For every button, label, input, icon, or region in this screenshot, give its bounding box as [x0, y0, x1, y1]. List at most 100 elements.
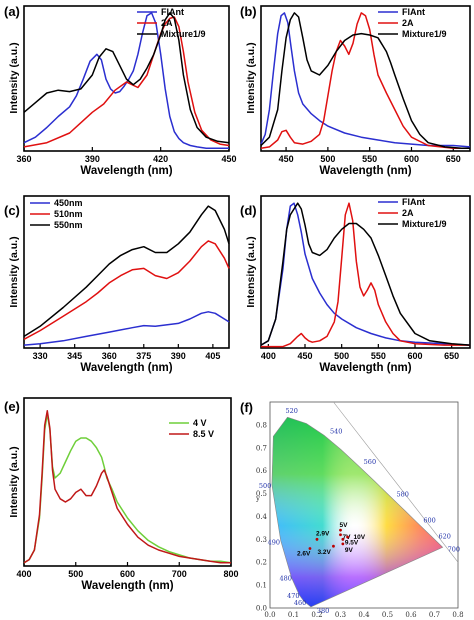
x-tick-label: 0.4 [358, 611, 370, 619]
point-label: 10V [354, 534, 366, 541]
y-axis-label: Intensity (a.u.) [245, 42, 257, 113]
plot-frame [260, 5, 471, 152]
x-tick-label: 500 [68, 569, 83, 579]
color-point [339, 528, 342, 532]
legend-entry: Mixture1/9 [402, 29, 447, 39]
panel-c: (c) 330 345 360 375 390 405 Wavelength (nm) Inte… [4, 195, 230, 374]
wavelength-label: 490 [268, 538, 280, 546]
legend-entry: 450nm [54, 198, 83, 208]
point-label: 3.2V [317, 549, 331, 556]
wavelength-label: 380 [317, 607, 329, 615]
x-tick-label: 0.2 [311, 611, 322, 619]
x-tick-label: 800 [223, 569, 238, 579]
series-line-mixture1-9 [260, 202, 471, 346]
panel-f: (f) 0.0 0.1 0.2 0.3 0.4 0.5 0.6 0.7 0.8 0.0 0.1 0.2 0… [240, 400, 464, 620]
legend-entry: 2A [402, 208, 414, 218]
x-tick-label: 345 [67, 351, 82, 361]
x-tick-label: 700 [172, 569, 187, 579]
y-tick-label: 0.0 [256, 605, 267, 613]
x-tick-label: 600 [407, 351, 422, 361]
panel-e: (e) 400 500 600 700 800 Wavelength (nm) Intensi… [4, 397, 239, 592]
color-point [315, 537, 319, 541]
series-line-510nm [23, 240, 230, 340]
x-tick-label: 405 [205, 351, 220, 361]
x-tick-label: 600 [404, 154, 419, 164]
series-line-550nm [23, 205, 230, 338]
x-tick-label: 450 [297, 351, 312, 361]
panel-a: (a) 360 390 420 450 Wavelength (nm) Intensity … [4, 4, 237, 177]
point-label: 5V [340, 522, 349, 529]
y-axis-label: Intensity (a.u.) [8, 42, 20, 113]
x-tick-label: 0.0 [264, 611, 275, 619]
plot-frame [260, 195, 471, 349]
x-axis-label: Wavelength (nm) [80, 165, 172, 177]
x-tick-label: 0.6 [405, 611, 417, 619]
wavelength-label: 560 [364, 458, 376, 466]
color-point [346, 535, 349, 539]
legend-entry: 550nm [54, 220, 83, 230]
panel-label: (a) [4, 4, 20, 19]
y-tick-label: 0.8 [256, 421, 267, 429]
point-label: 9V [345, 547, 354, 554]
x-tick-label: 375 [136, 351, 151, 361]
x-tick-label: 450 [279, 154, 294, 164]
x-tick-label: 390 [171, 351, 186, 361]
series-line-mixture1-9 [23, 12, 230, 144]
x-axis-label: Wavelength (nm) [81, 580, 173, 592]
x-tick-label: 0.1 [288, 611, 299, 619]
series-line-8-5-v [23, 410, 231, 564]
legend-entry: 8.5 V [193, 429, 214, 439]
plot-frame [23, 5, 230, 152]
x-tick-label: 650 [446, 154, 461, 164]
spectral-locus [271, 416, 444, 608]
point-label: 9.5V [345, 539, 359, 546]
wavelength-label: 600 [423, 517, 435, 525]
point-label: 2.6V [297, 550, 311, 557]
y-tick-label: 0.1 [256, 582, 267, 590]
wavelength-label: 500 [259, 482, 271, 490]
y-axis-label: Intensity (a.u.) [8, 236, 20, 307]
legend-entry: FlAnt [402, 197, 425, 207]
plot-frame [23, 195, 230, 349]
y-axis-label: Intensity (a.u.) [245, 236, 257, 307]
x-tick-label: 390 [85, 154, 100, 164]
x-tick-label: 420 [153, 154, 168, 164]
wavelength-label: 620 [439, 532, 451, 540]
series-line-flant [260, 12, 471, 148]
legend-entry: Mixture1/9 [161, 29, 206, 39]
color-point [341, 542, 345, 546]
x-tick-label: 600 [120, 569, 135, 579]
y-tick-label: 0.3 [256, 536, 267, 544]
x-tick-label: 400 [261, 351, 276, 361]
x-tick-label: 0.7 [429, 611, 440, 619]
x-tick-label: 360 [102, 351, 117, 361]
x-axis-label: Wavelength (nm) [319, 362, 411, 374]
legend-entry: Mixture1/9 [402, 219, 447, 229]
panel-b: (b) 450 500 550 600 650 Wavelength (nm) Intensi… [240, 4, 471, 177]
color-point [341, 537, 345, 541]
series-line-2a [261, 202, 470, 348]
color-point [332, 544, 335, 548]
wavelength-label: 520 [285, 407, 297, 415]
series-line-flant [23, 12, 229, 149]
panel-d: (d) 400 450 500 550 600 650 Wavelength (nm) Inte… [240, 195, 471, 374]
y-tick-label: 0.7 [256, 444, 267, 452]
y-axis-label: y [255, 494, 260, 502]
wavelength-label: 470 [287, 592, 299, 600]
legend-entry: 4 V [193, 418, 207, 428]
wavelength-label: 580 [396, 491, 408, 499]
series-line-mixture1-9 [260, 12, 470, 149]
wavelength-label: 480 [279, 575, 291, 583]
legend-entry: 2A [402, 18, 414, 28]
x-tick-label: 550 [362, 154, 377, 164]
legend-entry: 510nm [54, 209, 83, 219]
x-tick-label: 400 [16, 569, 31, 579]
y-tick-label: 0.5 [256, 490, 267, 498]
x-axis-label: Wavelength (nm) [80, 362, 172, 374]
x-tick-label: 650 [444, 351, 459, 361]
legend-entry: FlAnt [402, 7, 425, 17]
x-tick-label: 0.8 [452, 611, 463, 619]
x-tick-label: 360 [16, 154, 31, 164]
wavelength-label: 700 [448, 545, 460, 553]
wavelength-label: 540 [330, 427, 342, 435]
